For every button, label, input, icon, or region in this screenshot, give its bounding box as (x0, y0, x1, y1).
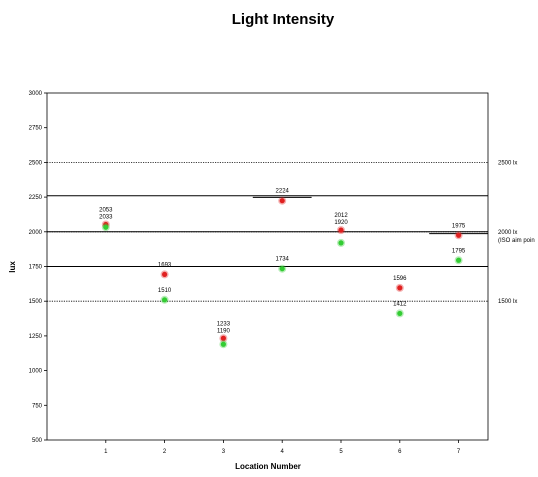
data-label: 2012 (334, 213, 348, 219)
data-label: 2224 (276, 189, 290, 195)
data-label: 1412 (393, 301, 407, 307)
reference-line-label: 2000 lx (498, 230, 517, 236)
reference-line-label: 2500 lx (498, 160, 517, 166)
data-label: 1510 (158, 288, 172, 294)
x-tick-label: 7 (457, 449, 461, 455)
data-point (279, 266, 285, 272)
x-tick-label: 5 (339, 449, 343, 455)
x-axis-title: Location Number (235, 462, 301, 471)
y-axis-title: lux (8, 261, 17, 273)
reference-line-sublabel: (ISO aim poin (498, 238, 535, 244)
data-point (397, 285, 403, 291)
data-point (456, 232, 462, 238)
data-point (220, 335, 226, 341)
chart-title: Light Intensity (232, 11, 335, 28)
y-tick-label: 500 (32, 438, 43, 444)
y-tick-label: 1000 (29, 369, 43, 375)
data-points (101, 196, 463, 349)
data-label: 1975 (452, 223, 466, 229)
data-label: 2053 (99, 207, 113, 213)
y-tick-label: 2500 (29, 160, 43, 166)
x-tick-label: 3 (222, 449, 226, 455)
y-tick-label: 2000 (29, 230, 43, 236)
data-label: 1190 (217, 328, 231, 334)
y-tick-label: 2250 (29, 195, 43, 201)
data-point (162, 297, 168, 303)
data-label: 1795 (452, 248, 466, 254)
data-label: 1233 (217, 321, 231, 327)
y-tick-label: 2750 (29, 126, 43, 132)
y-tick-label: 750 (32, 403, 43, 409)
data-point (338, 240, 344, 246)
data-point (220, 341, 226, 347)
data-point (338, 227, 344, 233)
y-tick-label: 3000 (29, 91, 43, 97)
data-point (279, 198, 285, 204)
y-tick-label: 1500 (29, 299, 43, 305)
data-label: 1920 (334, 220, 348, 226)
x-tick-label: 1 (104, 449, 108, 455)
x-tick-label: 4 (281, 449, 285, 455)
data-label: 1596 (393, 276, 407, 282)
reference-lines (47, 161, 488, 302)
x-tick-label: 6 (398, 449, 402, 455)
data-label: 2033 (99, 214, 113, 220)
x-axis: 1 2 3 4 5 6 7 (104, 440, 461, 455)
data-point (162, 271, 168, 278)
data-point (456, 257, 462, 263)
y-tick-label: 1250 (29, 334, 43, 340)
data-label: 1693 (158, 262, 172, 268)
data-point (397, 310, 403, 317)
y-tick-label: 1750 (29, 265, 43, 271)
data-point (103, 224, 109, 230)
reference-line-label: 1500 lx (498, 299, 517, 305)
reference-labels: 2500 lx 2000 lx (ISO aim poin 1500 lx (498, 160, 535, 305)
x-tick-label: 2 (163, 449, 167, 455)
data-label: 1734 (276, 257, 290, 263)
y-axis: 500 750 1000 1250 1500 1750 2000 2250 2500 2750 30… (29, 91, 47, 444)
